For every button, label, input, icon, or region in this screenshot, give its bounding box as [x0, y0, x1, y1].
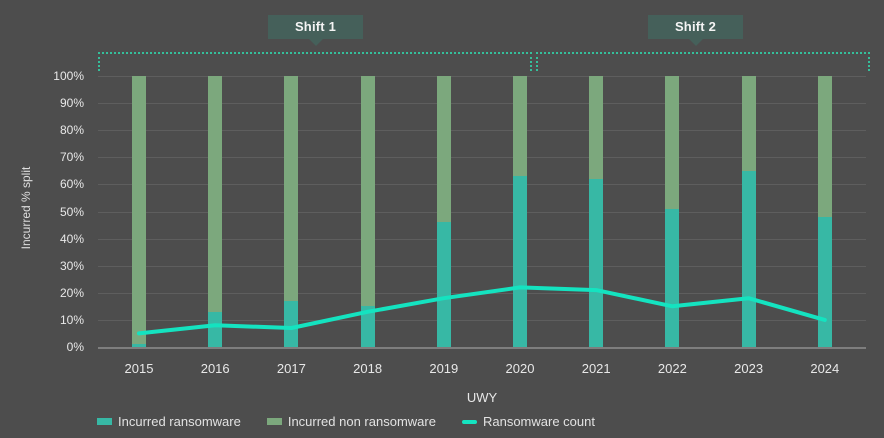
- shift-1-pointer-icon: [308, 39, 323, 46]
- bar-segment-non-ransomware[interactable]: [741, 76, 756, 171]
- bar-2023[interactable]: [741, 76, 756, 347]
- x-tick-label-2020: 2020: [505, 361, 535, 376]
- shift-2-pointer-icon: [688, 39, 703, 46]
- plot-area: [98, 76, 866, 349]
- y-axis-tick-labels: 0% 10% 20% 30% 40% 50% 60% 70% 80% 90% 100%: [30, 69, 90, 354]
- gridline-40: [98, 238, 866, 240]
- bar-segment-non-ransomware[interactable]: [360, 76, 375, 307]
- gridline-70: [98, 157, 866, 159]
- gridline-10: [98, 319, 866, 321]
- legend-item-ransomware-count[interactable]: Ransomware count: [461, 414, 595, 429]
- bar-segment-ransomware[interactable]: [436, 222, 451, 347]
- bar-segment-ransomware[interactable]: [132, 344, 146, 347]
- y-tick-label: 60%: [59, 177, 84, 192]
- bar-2018[interactable]: [360, 76, 375, 347]
- bar-segment-ransomware[interactable]: [817, 216, 832, 347]
- ransomware-count-line[interactable]: [98, 76, 866, 347]
- x-axis-tick-labels: 2015 2016 2017 2018 2019 2020 2021 2022 2023 2024: [98, 361, 866, 377]
- x-tick-label-2017: 2017: [276, 361, 306, 376]
- gridline-80: [98, 130, 866, 132]
- y-tick-label: 100%: [53, 69, 84, 83]
- bar-2024[interactable]: [817, 76, 832, 347]
- legend-swatch-non-ransomware-icon: [266, 418, 282, 425]
- y-tick-label: 80%: [59, 123, 84, 138]
- bar-segment-ransomware[interactable]: [513, 176, 527, 347]
- y-tick-label: 20%: [59, 285, 84, 300]
- gridline-90: [98, 103, 866, 105]
- shift-1-label: Shift 1: [294, 19, 337, 34]
- bar-2022[interactable]: [665, 76, 680, 347]
- y-tick-label: 50%: [59, 204, 84, 219]
- legend-label: Incurred ransomware: [118, 414, 241, 429]
- shift-1-range-bracket: [98, 52, 532, 71]
- bar-2020[interactable]: [513, 76, 527, 347]
- y-tick-label: 70%: [59, 150, 84, 165]
- bar-segment-ransomware[interactable]: [284, 300, 299, 347]
- legend: Incurred ransomware Incurred non ransomw…: [97, 414, 595, 429]
- shift-2-label: Shift 2: [674, 19, 717, 34]
- x-tick-label-2022: 2022: [657, 361, 687, 376]
- y-tick-label: 30%: [59, 258, 84, 273]
- x-tick-label-2021: 2021: [581, 361, 611, 376]
- bar-segment-non-ransomware[interactable]: [284, 76, 299, 301]
- bar-segment-ransomware[interactable]: [360, 306, 375, 347]
- gridline-100: [98, 76, 866, 77]
- bar-2017[interactable]: [284, 76, 299, 347]
- x-tick-label-2023: 2023: [734, 361, 764, 376]
- bar-2015[interactable]: [132, 76, 146, 347]
- legend-label: Ransomware count: [482, 414, 595, 429]
- bar-segment-non-ransomware[interactable]: [589, 76, 604, 179]
- x-tick-label-2016: 2016: [200, 361, 230, 376]
- bar-segment-non-ransomware[interactable]: [436, 76, 451, 223]
- y-tick-label: 90%: [59, 96, 84, 111]
- legend-swatch-ransomware-icon: [97, 418, 112, 425]
- bar-segment-non-ransomware[interactable]: [208, 76, 223, 312]
- y-tick-label: 0%: [66, 340, 84, 354]
- y-tick-label: 10%: [59, 312, 84, 327]
- bar-segment-non-ransomware[interactable]: [513, 76, 527, 177]
- legend-item-incurred-ransomware[interactable]: Incurred ransomware: [97, 414, 241, 429]
- legend-label: Incurred non ransomware: [287, 414, 436, 429]
- x-tick-label-2019: 2019: [429, 361, 459, 376]
- shift-1-annotation: Shift 1: [268, 15, 363, 46]
- bar-segment-ransomware[interactable]: [741, 170, 756, 347]
- bar-segment-ransomware[interactable]: [208, 311, 223, 347]
- x-tick-label-2015: 2015: [124, 361, 154, 376]
- bar-segment-non-ransomware[interactable]: [817, 76, 832, 217]
- y-tick-label: 40%: [59, 231, 84, 246]
- bar-2019[interactable]: [436, 76, 451, 347]
- bar-2016[interactable]: [208, 76, 223, 347]
- gridline-60: [98, 184, 866, 186]
- shift-2-range-bracket: [536, 52, 870, 71]
- gridline-50: [98, 211, 866, 213]
- bar-2021[interactable]: [589, 76, 604, 347]
- x-axis-title: UWY: [466, 390, 498, 405]
- legend-swatch-count-line-icon: [461, 419, 477, 424]
- gridline-30: [98, 265, 866, 267]
- bar-segment-ransomware[interactable]: [665, 208, 680, 347]
- x-tick-label-2018: 2018: [353, 361, 383, 376]
- shift-2-annotation: Shift 2: [648, 15, 743, 46]
- bar-segment-non-ransomware[interactable]: [665, 76, 680, 209]
- bar-segment-ransomware[interactable]: [589, 178, 604, 347]
- bar-segment-non-ransomware[interactable]: [132, 76, 146, 345]
- x-tick-label-2024: 2024: [810, 361, 840, 376]
- legend-item-incurred-non-ransomware[interactable]: Incurred non ransomware: [266, 414, 436, 429]
